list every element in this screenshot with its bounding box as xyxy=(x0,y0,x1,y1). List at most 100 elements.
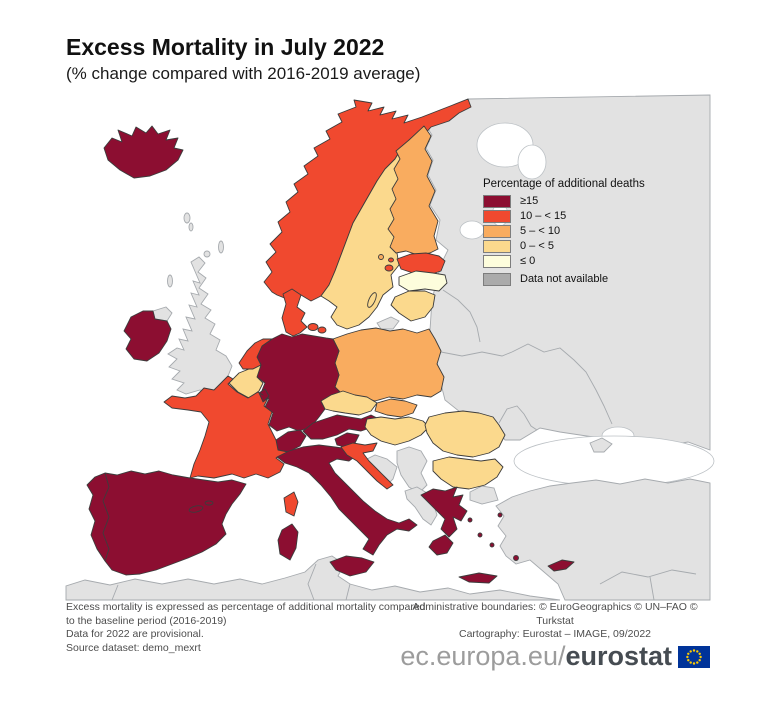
island-menorca xyxy=(204,500,214,506)
gray-landmass-layer xyxy=(65,94,715,601)
country-czechia xyxy=(320,390,378,416)
legend-label: 5 – < 10 xyxy=(520,225,561,237)
footnote-line: Source dataset: demo_mexrt xyxy=(66,641,201,654)
legend-row: 5 – < 10 xyxy=(483,224,645,238)
legend-swatch-nodata xyxy=(483,272,511,286)
aegean-island-1 xyxy=(467,517,473,523)
region-peloponnese xyxy=(428,534,454,556)
country-croatia xyxy=(340,442,394,490)
footnote-line: Excess mortality is expressed as percent… xyxy=(66,601,426,613)
legend-row: ≤ 0 xyxy=(483,254,645,268)
north-africa-coast xyxy=(65,555,561,601)
legend-label: Data not available xyxy=(520,273,609,285)
island-saaremaa xyxy=(384,264,394,272)
turkey-thrace xyxy=(469,485,499,505)
footnote-line: Administrative boundaries: © EuroGeograp… xyxy=(412,601,698,627)
island-hiiumaa xyxy=(388,257,394,263)
island-rhodes xyxy=(513,555,519,561)
island-mallorca xyxy=(188,505,204,513)
country-iceland xyxy=(103,125,184,179)
logo-url-prefix: ec.europa.eu/ xyxy=(400,641,566,671)
colored-country-layer xyxy=(86,98,575,584)
page-subtitle: (% change compared with 2016-2019 averag… xyxy=(66,64,421,83)
black-sea xyxy=(513,435,715,487)
footnote-line: to the baseline period (2016-2019) xyxy=(66,614,227,627)
country-france xyxy=(163,375,289,479)
legend-title: Percentage of additional deaths xyxy=(483,178,645,190)
footnote-line: Data for 2022 are provisional. xyxy=(66,628,204,640)
country-hungary xyxy=(364,416,430,446)
border-turkey-syria xyxy=(599,569,697,585)
border-spain-portugal xyxy=(102,472,110,562)
aland-islands xyxy=(378,254,384,260)
country-romania xyxy=(424,410,506,458)
hebrides xyxy=(167,274,173,288)
island-crete xyxy=(458,572,498,584)
map-legend: Percentage of additional deaths ≥15 10 –… xyxy=(483,178,645,288)
country-italy xyxy=(276,444,418,556)
legend-row: 0 – < 5 xyxy=(483,239,645,253)
border-algeria-tunisia xyxy=(307,563,317,601)
legend-label: ≤ 0 xyxy=(520,255,536,267)
legend-row: 10 – < 15 xyxy=(483,209,645,223)
faroe-islands xyxy=(183,212,191,224)
eu-flag-icon xyxy=(678,645,710,668)
country-estonia xyxy=(396,252,446,276)
orkney-islands xyxy=(203,250,211,258)
island-sardinia xyxy=(277,523,299,561)
legend-row: ≥15 xyxy=(483,194,645,208)
eu-flag-stars xyxy=(686,648,702,665)
legend-row: Data not available xyxy=(483,272,645,286)
footnote-left: Excess mortality is expressed as percent… xyxy=(66,601,426,655)
island-sicily xyxy=(329,555,375,577)
border-tunisia-libya xyxy=(345,583,351,601)
island-corsica xyxy=(283,491,299,517)
legend-label: 10 – < 15 xyxy=(520,210,567,222)
footnote-line: Cartography: Eurostat – IMAGE, 09/2022 xyxy=(458,628,652,640)
border-belarus-russia xyxy=(442,289,481,343)
border-belarus-ukraine xyxy=(440,351,513,357)
shetland-islands xyxy=(218,240,224,254)
country-finland xyxy=(387,125,439,256)
aegean-island-2 xyxy=(477,532,483,538)
region-kaliningrad xyxy=(376,316,400,330)
border-ukraine-russia xyxy=(511,343,613,425)
country-greece xyxy=(420,486,468,538)
crimea-peninsula xyxy=(589,437,613,453)
legend-label: 0 – < 5 xyxy=(520,240,554,252)
legend-swatch-gte15 xyxy=(483,194,511,208)
country-cyprus xyxy=(547,559,575,572)
island-funen xyxy=(307,323,319,331)
country-poland xyxy=(332,327,445,402)
country-ireland xyxy=(123,310,172,362)
lake-ladoga xyxy=(459,220,485,240)
country-belgium xyxy=(228,364,264,399)
country-turkey xyxy=(495,478,711,601)
logo-brand: eurostat xyxy=(565,641,672,671)
aegean-island-4 xyxy=(497,512,503,518)
legend-swatch-0-5 xyxy=(483,239,511,253)
island-zealand xyxy=(317,326,327,334)
border-syria-iraq xyxy=(649,576,655,601)
page-title: Excess Mortality in July 2022 xyxy=(66,34,385,60)
country-denmark xyxy=(281,288,308,337)
island-gotland xyxy=(367,292,377,308)
country-serbia xyxy=(396,446,428,494)
legend-swatch-5-10 xyxy=(483,224,511,238)
legend-swatch-lte0 xyxy=(483,254,511,268)
aegean-island-3 xyxy=(489,542,495,548)
faroe-islands-south xyxy=(188,222,194,232)
eurostat-logo: ec.europa.eu/eurostat xyxy=(400,641,710,672)
border-moldova-ukraine xyxy=(498,405,538,431)
country-united-kingdom xyxy=(167,256,233,395)
border-morocco-algeria xyxy=(111,584,119,601)
country-lithuania xyxy=(390,290,436,322)
footnote-right: Administrative boundaries: © EuroGeograp… xyxy=(400,601,710,642)
legend-swatch-10-15 xyxy=(483,209,511,223)
country-latvia xyxy=(398,270,448,292)
country-slovakia xyxy=(374,398,418,418)
country-spain xyxy=(86,470,247,576)
white-sea-arm xyxy=(517,144,547,180)
